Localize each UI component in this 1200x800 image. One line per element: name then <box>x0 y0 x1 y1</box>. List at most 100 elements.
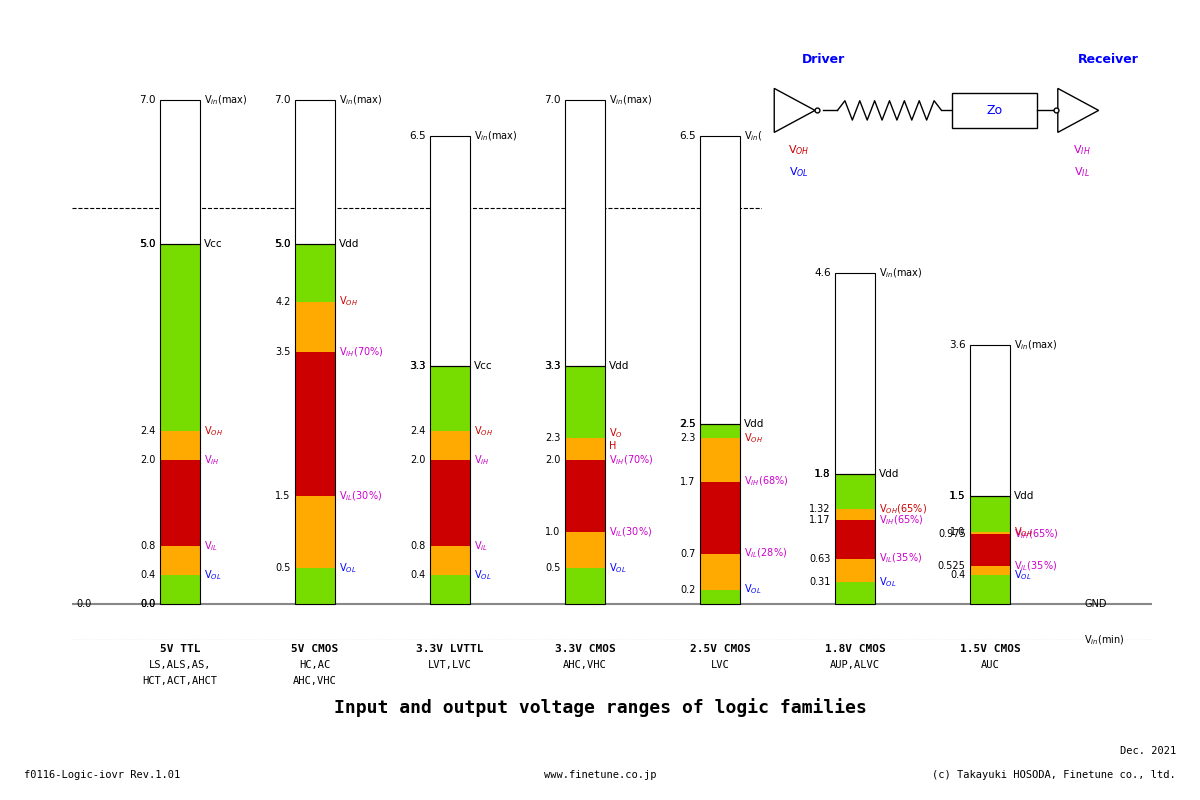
Text: 3.3: 3.3 <box>544 362 560 371</box>
Text: V$_{OL}$: V$_{OL}$ <box>788 166 809 179</box>
Text: V$_{in}$(max): V$_{in}$(max) <box>340 94 383 106</box>
Bar <box>565 366 605 604</box>
Text: 4.2: 4.2 <box>275 297 290 306</box>
Text: 0.0: 0.0 <box>76 599 91 609</box>
Text: 2.5: 2.5 <box>679 419 696 429</box>
Bar <box>430 366 470 431</box>
Text: f0116-Logic-iovr Rev.1.01: f0116-Logic-iovr Rev.1.01 <box>24 770 180 780</box>
Text: Vdd: Vdd <box>340 239 360 249</box>
Text: 5V TTL: 5V TTL <box>160 643 200 654</box>
Text: 1.0: 1.0 <box>950 527 966 537</box>
Bar <box>295 352 335 496</box>
Text: V$_{in}$(min): V$_{in}$(min) <box>1085 634 1124 646</box>
Text: 6.5: 6.5 <box>409 131 426 141</box>
Text: 7.0: 7.0 <box>139 95 156 105</box>
Text: V$_{IH}$(65%): V$_{IH}$(65%) <box>880 513 924 526</box>
Text: Vcc: Vcc <box>204 239 223 249</box>
Text: 5.0: 5.0 <box>275 239 290 249</box>
Text: 3.3V CMOS: 3.3V CMOS <box>554 643 616 654</box>
Bar <box>835 273 875 474</box>
Text: 2.3: 2.3 <box>545 434 560 443</box>
Bar <box>160 546 200 575</box>
Text: 3.3V LVTTL: 3.3V LVTTL <box>416 643 484 654</box>
Text: V$_{OH}$: V$_{OH}$ <box>1014 525 1033 539</box>
Text: 1.7: 1.7 <box>680 477 696 486</box>
Text: V$_{OL}$: V$_{OL}$ <box>610 561 626 575</box>
Text: V$_{IH}$(70%): V$_{IH}$(70%) <box>340 346 384 358</box>
Text: 2.5: 2.5 <box>680 419 696 429</box>
Text: Zo: Zo <box>986 104 1003 117</box>
Text: V$_{IL}$: V$_{IL}$ <box>1074 166 1091 179</box>
Text: 5V CMOS: 5V CMOS <box>292 643 338 654</box>
Bar <box>430 546 470 575</box>
Text: V$_{in}$(max): V$_{in}$(max) <box>880 266 923 279</box>
Bar <box>160 431 200 460</box>
Bar <box>565 532 605 568</box>
Text: V$_{OH}$: V$_{OH}$ <box>788 143 810 157</box>
Text: V$_{IH}$: V$_{IH}$ <box>474 453 490 467</box>
Bar <box>295 302 335 352</box>
Text: HC,AC: HC,AC <box>299 660 331 670</box>
Text: 0.0: 0.0 <box>140 599 156 609</box>
Text: V$_{IL}$(28%): V$_{IL}$(28%) <box>744 547 787 560</box>
Text: 1.0: 1.0 <box>546 527 560 537</box>
Bar <box>970 496 1010 532</box>
Bar <box>430 460 470 546</box>
Text: V$_{in}$(max): V$_{in}$(max) <box>474 130 517 142</box>
Text: 6.5: 6.5 <box>679 131 696 141</box>
Text: V$_{in}$(tol): V$_{in}$(tol) <box>1085 202 1120 214</box>
Bar <box>700 424 740 438</box>
Text: 1.8: 1.8 <box>816 470 830 479</box>
Text: 0.2: 0.2 <box>680 585 696 594</box>
Bar <box>835 558 875 582</box>
Text: 7.0: 7.0 <box>274 95 290 105</box>
Text: 2.0: 2.0 <box>410 455 426 465</box>
Bar <box>970 496 1010 604</box>
Text: 1.5V CMOS: 1.5V CMOS <box>960 643 1020 654</box>
Bar <box>835 509 875 520</box>
Text: 3.3: 3.3 <box>409 362 426 371</box>
Bar <box>700 424 740 604</box>
Text: V$_{OL}$: V$_{OL}$ <box>204 568 222 582</box>
Bar <box>430 136 470 366</box>
Text: 0.8: 0.8 <box>140 542 156 551</box>
Bar <box>970 566 1010 575</box>
Text: 5.0: 5.0 <box>274 239 290 249</box>
Text: V$_{in}$(max): V$_{in}$(max) <box>204 94 247 106</box>
Bar <box>835 582 875 604</box>
Text: (c) Takayuki HOSODA, Finetune co., ltd.: (c) Takayuki HOSODA, Finetune co., ltd. <box>932 770 1176 780</box>
Text: 0.63: 0.63 <box>809 554 830 564</box>
Bar <box>430 575 470 604</box>
Text: Vdd: Vdd <box>880 470 900 479</box>
Text: 1.5: 1.5 <box>950 491 966 501</box>
Text: V$_{IL}$(35%): V$_{IL}$(35%) <box>1014 559 1057 573</box>
Text: V$_{IL}$(30%): V$_{IL}$(30%) <box>340 489 383 503</box>
Text: Vdd: Vdd <box>610 362 630 371</box>
Text: V$_{OH}$: V$_{OH}$ <box>474 424 493 438</box>
Text: 0.4: 0.4 <box>140 570 156 580</box>
Text: V$_{IH}$: V$_{IH}$ <box>1074 143 1091 157</box>
Text: 1.5: 1.5 <box>949 491 966 501</box>
Text: V$_{OL}$: V$_{OL}$ <box>1014 568 1032 582</box>
Text: V$_{IL}$(35%): V$_{IL}$(35%) <box>880 552 923 566</box>
Text: 3.6: 3.6 <box>949 340 966 350</box>
Bar <box>970 345 1010 496</box>
Text: V$_O$
H: V$_O$ H <box>610 426 623 451</box>
Text: 0.525: 0.525 <box>938 562 966 571</box>
Bar <box>565 100 605 366</box>
Bar <box>970 532 1010 534</box>
Text: LVT,LVC: LVT,LVC <box>428 660 472 670</box>
Text: 3.3: 3.3 <box>546 362 560 371</box>
Bar <box>700 590 740 604</box>
Bar <box>700 136 740 424</box>
Text: 0.5: 0.5 <box>545 563 560 573</box>
Text: V$_{OL}$: V$_{OL}$ <box>474 568 492 582</box>
Text: LS,ALS,AS,: LS,ALS,AS, <box>149 660 211 670</box>
Text: 2.4: 2.4 <box>140 426 156 436</box>
Text: V$_{in}$(max): V$_{in}$(max) <box>1014 338 1057 352</box>
Bar <box>565 366 605 438</box>
Text: www.finetune.co.jp: www.finetune.co.jp <box>544 770 656 780</box>
Text: V$_{in}$(max): V$_{in}$(max) <box>610 94 653 106</box>
Text: 0.31: 0.31 <box>809 577 830 586</box>
Text: 2.5V CMOS: 2.5V CMOS <box>690 643 750 654</box>
